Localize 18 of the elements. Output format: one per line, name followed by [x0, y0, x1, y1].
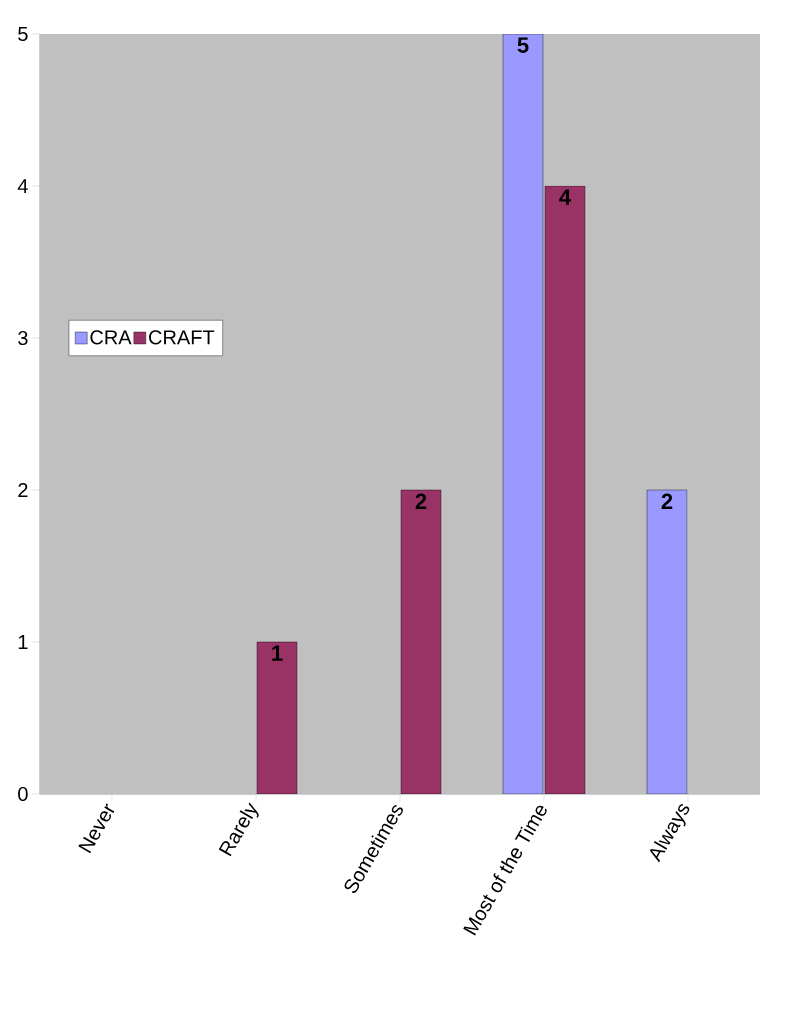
bar — [502, 34, 543, 794]
data-label: 1 — [272, 645, 283, 661]
legend-label: CRAFT — [149, 330, 215, 345]
y-tick-label: 2 — [18, 483, 28, 497]
data-label: 2 — [415, 493, 427, 509]
data-label: 2 — [661, 493, 673, 509]
bar — [257, 642, 297, 794]
bar — [544, 185, 586, 794]
y-tick-label: 1 — [18, 635, 28, 649]
bar — [646, 489, 688, 794]
data-label: 5 — [517, 37, 529, 53]
y-tick-label: 3 — [18, 330, 28, 346]
bar — [400, 490, 441, 794]
y-tick-label: 4 — [17, 179, 28, 193]
legend-label: CRA — [90, 330, 132, 345]
data-label: 4 — [559, 189, 571, 205]
y-tick-label: 5 — [18, 27, 28, 41]
y-tick-label: 0 — [18, 786, 28, 802]
